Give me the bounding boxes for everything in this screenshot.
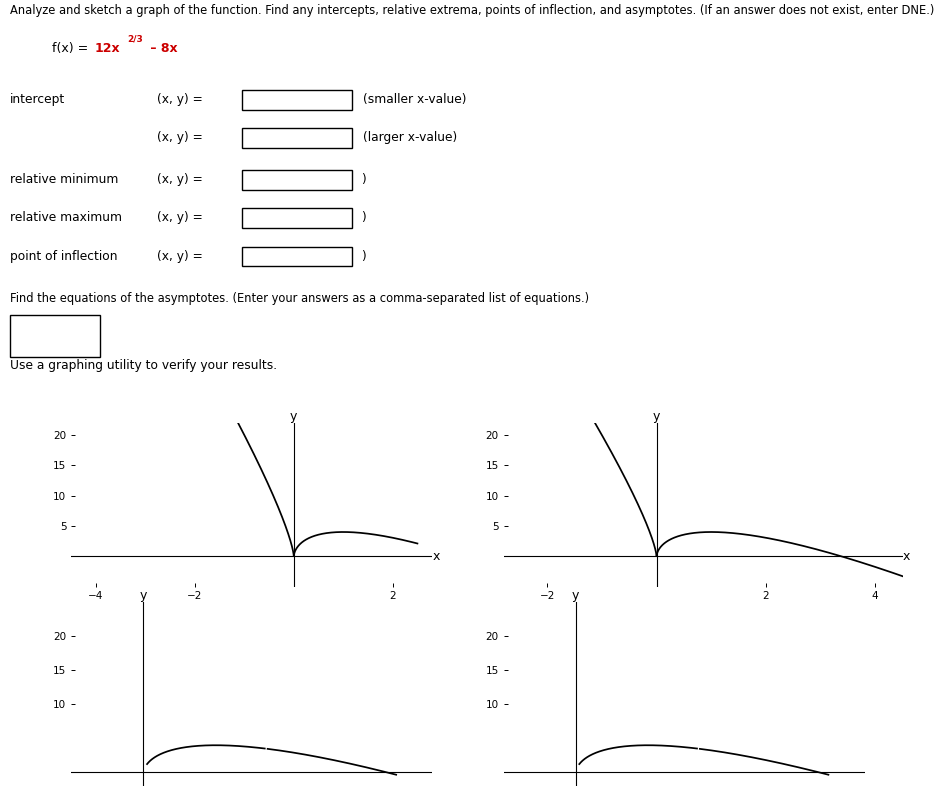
Text: (x, y) =: (x, y) = (157, 250, 202, 263)
Text: point of inflection: point of inflection (10, 250, 117, 263)
Text: (x, y) =: (x, y) = (157, 173, 202, 187)
Text: y: y (572, 590, 580, 602)
Text: y: y (290, 410, 297, 423)
Text: relative maximum: relative maximum (10, 211, 122, 224)
Text: (smaller x-value): (smaller x-value) (363, 93, 466, 106)
Text: (larger x-value): (larger x-value) (363, 131, 457, 144)
Text: x: x (432, 550, 440, 563)
Text: 12x: 12x (95, 42, 121, 55)
Text: (x, y) =: (x, y) = (157, 211, 202, 224)
Text: y: y (653, 410, 660, 423)
Text: Use a graphing utility to verify your results.: Use a graphing utility to verify your re… (10, 359, 276, 373)
Text: – 8x: – 8x (146, 42, 178, 55)
Text: 2/3: 2/3 (127, 34, 143, 44)
Text: Analyze and sketch a graph of the function. Find any intercepts, relative extrem: Analyze and sketch a graph of the functi… (10, 4, 934, 18)
Text: (x, y) =: (x, y) = (157, 131, 202, 144)
Text: (x, y) =: (x, y) = (157, 93, 202, 106)
Text: relative minimum: relative minimum (10, 173, 118, 187)
Text: intercept: intercept (10, 93, 65, 106)
Text: ): ) (361, 211, 366, 224)
Text: f(x) =: f(x) = (52, 42, 92, 55)
Text: Find the equations of the asymptotes. (Enter your answers as a comma-separated l: Find the equations of the asymptotes. (E… (10, 292, 589, 305)
Text: ): ) (361, 173, 366, 187)
Text: y: y (140, 590, 147, 602)
Text: ): ) (361, 250, 366, 263)
Text: x: x (902, 550, 910, 563)
